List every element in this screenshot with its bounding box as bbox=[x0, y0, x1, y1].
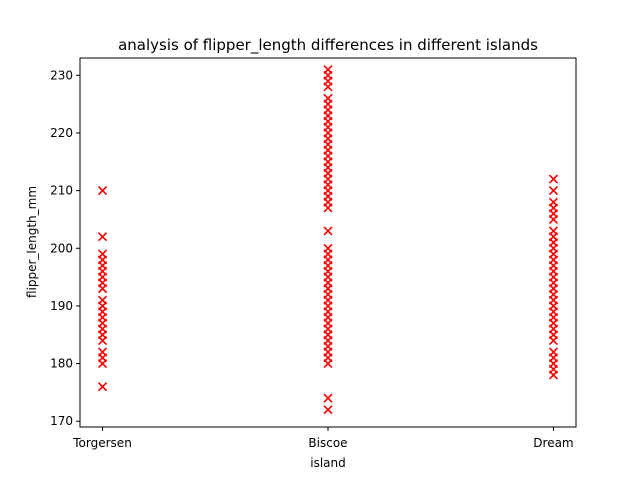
data-point bbox=[323, 405, 333, 415]
data-point bbox=[97, 347, 108, 357]
y-tick-label: 210 bbox=[50, 184, 73, 198]
data-point bbox=[548, 226, 559, 236]
y-axis-label: flipper_length_mm bbox=[25, 186, 39, 298]
y-tick-label: 180 bbox=[50, 357, 73, 371]
y-tick-label: 200 bbox=[50, 241, 73, 255]
chart-title: analysis of flipper_length differences i… bbox=[118, 36, 538, 55]
data-point bbox=[97, 249, 108, 259]
data-point bbox=[323, 243, 333, 253]
x-tick-label: Dream bbox=[533, 436, 573, 450]
data-point bbox=[323, 226, 333, 236]
data-point bbox=[97, 232, 108, 242]
data-point bbox=[97, 382, 108, 392]
axes: 170 180 190 200 210 220 230 Torgersen Biscoe Drea… bbox=[50, 68, 574, 450]
data-point bbox=[548, 186, 559, 196]
x-axis-label: island bbox=[310, 456, 346, 470]
data-point bbox=[97, 295, 108, 305]
y-tick-label: 170 bbox=[50, 414, 73, 428]
y-tick-label: 220 bbox=[50, 126, 73, 140]
data-point bbox=[97, 186, 108, 196]
x-tick-label: Biscoe bbox=[308, 436, 347, 450]
x-tick-label: Torgersen bbox=[72, 436, 132, 450]
data-point bbox=[323, 64, 333, 75]
data-point bbox=[548, 174, 559, 184]
y-tick-label: 190 bbox=[50, 299, 73, 313]
data-point bbox=[548, 347, 559, 357]
data-point bbox=[323, 393, 333, 403]
data-point bbox=[323, 93, 333, 103]
data-point bbox=[548, 197, 559, 207]
plot-frame bbox=[79, 57, 577, 428]
y-tick-label: 230 bbox=[50, 68, 73, 82]
data-points bbox=[97, 64, 559, 415]
